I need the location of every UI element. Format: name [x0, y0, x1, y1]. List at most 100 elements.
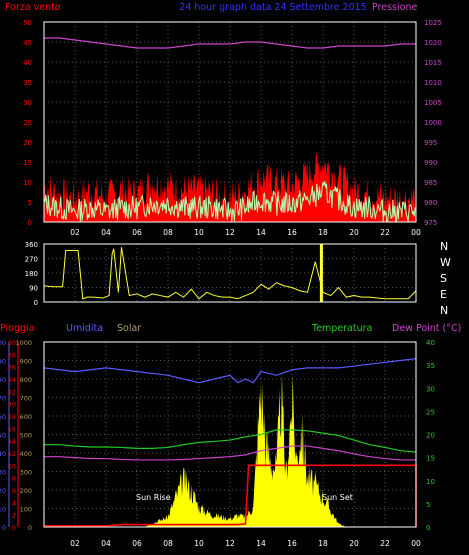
rain-line [44, 464, 417, 527]
compass-label: S [440, 272, 447, 285]
y-tick-label-solar: 100 [20, 506, 32, 514]
y-tick-label-humidity: 80 [0, 376, 6, 384]
y-tick-label-rain: 12 [8, 450, 16, 458]
y-tick-label-direction: 0 [34, 299, 38, 307]
x-tick-label-top: 08 [163, 228, 173, 237]
y-tick-label-solar: 0 [28, 524, 32, 532]
y-tick-label-rain: 30 [8, 339, 16, 347]
y-tick-label-solar: 700 [20, 395, 32, 403]
marks-layer [43, 37, 417, 527]
y-tick-label-humidity: 60 [0, 413, 6, 421]
y-tick-label-pressure: 975 [424, 219, 437, 227]
y-tick-label-pressure: 995 [424, 139, 437, 147]
y-tick-label-solar: 1000 [15, 339, 32, 347]
y-tick-label-rain: 18 [8, 413, 16, 421]
y-tick-label-rain: 0 [12, 524, 16, 532]
y-tick-label-pressure: 1025 [424, 19, 442, 27]
y-tick-label-humidity: 70 [0, 395, 6, 403]
y-tick-label-temperature: 25 [426, 408, 435, 416]
y-tick-label-temperature: 0 [426, 524, 430, 532]
wind-average-line [43, 181, 417, 224]
y-tick-label-temperature: 30 [426, 385, 435, 393]
legend-pioggia: Pioggia [0, 323, 35, 334]
legend-solar: Solar [117, 323, 141, 334]
y-tick-label-humidity: 100 [0, 339, 6, 347]
y-tick-label-humidity: 0 [2, 524, 6, 532]
humidity-line [43, 358, 417, 384]
y-tick-label-direction: 90 [29, 285, 38, 293]
header-right-title: Pressione [372, 2, 417, 13]
y-tick-label-rain: 16 [8, 425, 16, 433]
y-tick-label-temperature: 15 [426, 455, 435, 463]
x-tick-label-top: 20 [349, 228, 359, 237]
y-tick-label-direction: 270 [25, 256, 38, 264]
y-tick-label-temperature: 35 [426, 362, 435, 370]
y-tick-label-rain: 24 [8, 376, 16, 384]
y-tick-label-solar: 500 [20, 432, 32, 440]
y-tick-label-solar: 300 [20, 469, 32, 477]
y-tick-label-solar: 600 [20, 413, 32, 421]
y-tick-label-pressure: 990 [424, 159, 437, 167]
x-tick-label-top: 04 [101, 228, 111, 237]
panel-frame [43, 21, 417, 223]
compass-label: N [440, 304, 448, 317]
y-tick-label-rain: 4 [12, 499, 16, 507]
x-tick-label-bottom: 16 [287, 539, 297, 548]
dewpoint-line [44, 445, 416, 461]
y-tick-label-humidity: 10 [0, 506, 6, 514]
x-tick-label-top: 18 [318, 228, 328, 237]
legend-temperatura: Temperatura [311, 323, 372, 334]
y-tick-label-direction: 360 [25, 241, 38, 249]
y-tick-label-pressure: 985 [424, 179, 437, 187]
y-tick-label-pressure: 1000 [424, 119, 442, 127]
y-tick-label-humidity: 20 [0, 487, 6, 495]
y-tick-label-rain: 22 [8, 388, 16, 396]
x-tick-label-top: 12 [225, 228, 235, 237]
y-tick-label-wind: 30 [23, 99, 32, 107]
wind-direction-line [43, 247, 417, 300]
legend-dewpoint: Dew Point (°C) [392, 323, 461, 334]
y-tick-label-temperature: 40 [426, 339, 435, 347]
x-tick-label-bottom: 06 [132, 539, 142, 548]
y-tick-label-wind: 20 [23, 139, 32, 147]
y-tick-label-temperature: 5 [426, 501, 430, 509]
y-tick-label-wind: 40 [23, 59, 32, 67]
solar-area [44, 371, 416, 527]
y-tick-label-rain: 20 [8, 401, 16, 409]
y-tick-label-pressure: 1015 [424, 59, 442, 67]
y-tick-label-rain: 28 [8, 351, 16, 359]
y-tick-label-wind: 5 [28, 199, 32, 207]
y-tick-label-rain: 14 [8, 438, 16, 446]
x-tick-label-bottom: 12 [225, 539, 235, 548]
compass-label: N [440, 240, 448, 253]
axes-layer [8, 21, 417, 528]
y-tick-label-solar: 900 [20, 358, 32, 366]
y-tick-label-wind: 0 [28, 219, 32, 227]
annotation-sunrise: Sun Rise [136, 493, 171, 502]
pressure-line [44, 37, 416, 49]
x-tick-label-bottom: 20 [349, 539, 359, 548]
y-tick-label-rain: 8 [12, 475, 16, 483]
y-tick-label-pressure: 980 [424, 199, 437, 207]
y-tick-label-wind: 25 [23, 119, 32, 127]
header-left-title: Forza vento [5, 2, 61, 13]
legend-umidita: Umidita [66, 323, 103, 334]
y-tick-label-temperature: 10 [426, 478, 435, 486]
y-tick-label-wind: 50 [23, 19, 32, 27]
y-tick-label-solar: 400 [20, 450, 32, 458]
compass-label: W [440, 256, 451, 269]
y-tick-label-pressure: 1010 [424, 79, 442, 87]
x-tick-label-bottom: 08 [163, 539, 173, 548]
annotation-sunset: Sun Set [322, 493, 353, 502]
y-tick-label-pressure: 1005 [424, 99, 442, 107]
y-tick-label-wind: 15 [23, 159, 32, 167]
x-tick-label-top: 00 [411, 228, 421, 237]
y-tick-label-solar: 800 [20, 376, 32, 384]
x-tick-label-top: 22 [380, 228, 390, 237]
y-tick-label-solar: 200 [20, 487, 32, 495]
x-tick-label-bottom: 18 [318, 539, 328, 548]
y-tick-label-wind: 45 [23, 39, 32, 47]
wind-gust-area [44, 150, 416, 222]
x-tick-label-bottom: 02 [70, 539, 80, 548]
